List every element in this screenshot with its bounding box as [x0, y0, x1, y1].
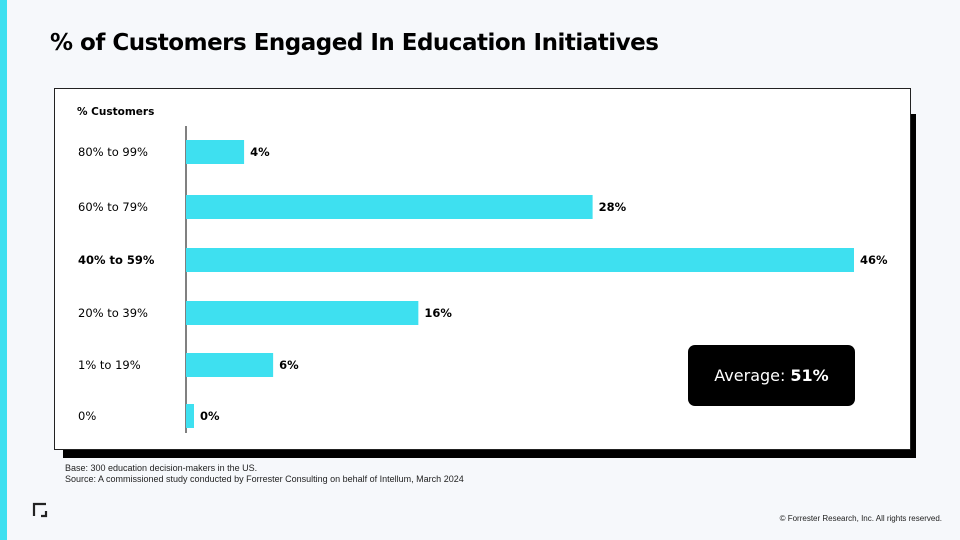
data-label: 46%	[860, 253, 888, 267]
bar	[186, 353, 274, 377]
bars-group: 80% to 99% 4% 60% to 79% 28% 40% to 59% 46% 20…	[78, 140, 888, 428]
category-label: 0%	[78, 409, 96, 423]
category-label: 80% to 99%	[78, 145, 148, 159]
footnote: Base: 300 education decision-makers in t…	[65, 463, 464, 485]
category-label: 60% to 79%	[78, 200, 148, 214]
copyright: © Forrester Research, Inc. All rights re…	[779, 514, 942, 523]
category-label: 20% to 39%	[78, 306, 148, 320]
chart-card: % Customers 80% to 99% 4% 60% to 79% 28% 40%…	[54, 88, 911, 450]
bar	[186, 301, 419, 325]
bar-chart: % Customers 80% to 99% 4% 60% to 79% 28% 40%…	[77, 106, 888, 433]
data-label: 4%	[250, 145, 270, 159]
bar	[186, 404, 194, 428]
data-label: 6%	[279, 358, 299, 372]
page-title: % of Customers Engaged In Education Init…	[50, 30, 659, 56]
footnote-base: Base: 300 education decision-makers in t…	[65, 463, 258, 473]
accent-bar	[0, 0, 7, 540]
average-badge: Average: 51%	[688, 345, 855, 406]
average-label: Average:	[714, 366, 786, 385]
y-axis-title: % Customers	[77, 106, 154, 118]
bar	[186, 140, 245, 164]
category-label: 1% to 19%	[78, 358, 141, 372]
data-label: 16%	[424, 306, 452, 320]
data-label: 0%	[200, 409, 220, 423]
average-value: 51%	[790, 366, 829, 385]
bar	[186, 248, 854, 272]
bar	[186, 195, 593, 219]
footnote-source: Source: A commissioned study conducted b…	[65, 474, 464, 484]
corner-bracket-icon	[32, 502, 48, 518]
data-label: 28%	[599, 200, 627, 214]
category-label: 40% to 59%	[78, 253, 155, 267]
